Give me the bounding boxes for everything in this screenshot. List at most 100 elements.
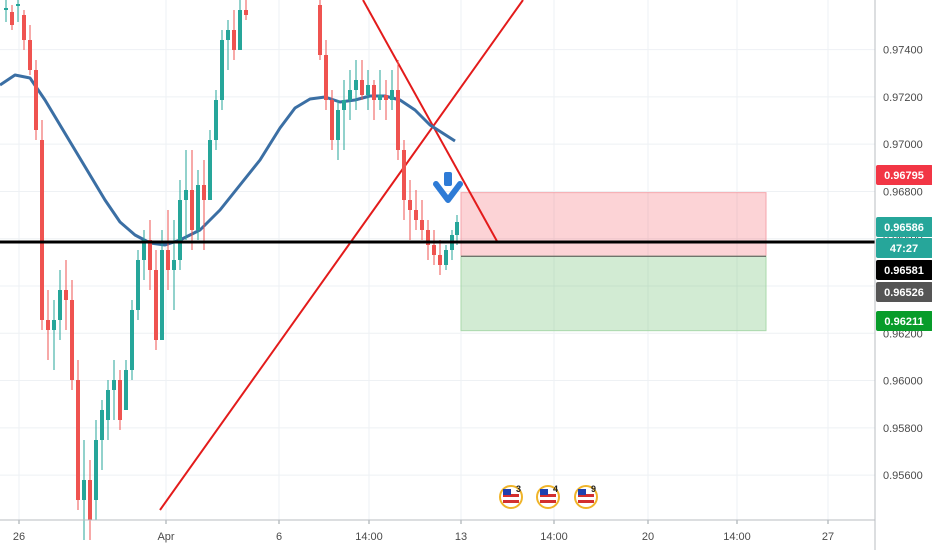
- flag-count: 3: [516, 484, 521, 494]
- countdown-badge: 47:27: [876, 238, 932, 258]
- candle-down: [360, 80, 364, 95]
- flag-stripe: [578, 494, 594, 497]
- candle-down: [232, 30, 236, 50]
- x-tick-label: 20: [642, 531, 654, 543]
- x-tick-label: 26: [13, 531, 25, 543]
- candle-down: [118, 380, 122, 420]
- candle-up: [214, 100, 218, 140]
- candle-up: [220, 40, 224, 100]
- event-flags[interactable]: 3 4 9: [499, 484, 598, 509]
- stop-loss-zone: [460, 192, 767, 257]
- y-tick-label: 0.96200: [883, 328, 923, 340]
- candle-up: [196, 185, 200, 230]
- candle-up: [390, 90, 394, 100]
- y-tick-label: 0.95600: [883, 470, 923, 482]
- flag-count: 9: [591, 484, 596, 494]
- candle-up: [172, 260, 176, 270]
- candle-up: [4, 8, 8, 10]
- candle-down: [88, 480, 92, 520]
- flag-stripe: [503, 494, 519, 497]
- candle-down: [402, 150, 406, 200]
- x-tick-label: Apr: [157, 531, 174, 543]
- flag-count: 4: [553, 484, 558, 494]
- badge-bg: [876, 165, 932, 185]
- candle-up: [124, 370, 128, 410]
- candle-down: [414, 210, 418, 220]
- position-boxes: [460, 192, 767, 332]
- candle-up: [184, 190, 188, 200]
- x-tick-label: 14:00: [723, 531, 751, 543]
- y-tick-label: 0.96000: [883, 376, 923, 388]
- candle-down: [28, 40, 32, 70]
- moving-average: [0, 73, 456, 247]
- candle-down: [318, 5, 322, 55]
- y-tick-label: 0.96800: [883, 186, 923, 198]
- us-flag-icon[interactable]: 4: [536, 484, 560, 509]
- flag-canton: [503, 489, 511, 495]
- candle-up: [378, 95, 382, 100]
- y-tick-label: 0.95800: [883, 423, 923, 435]
- flag-stripe: [578, 500, 594, 503]
- candle-down: [22, 15, 26, 40]
- arrow-head: [433, 181, 463, 203]
- candle-up: [336, 110, 340, 140]
- candle-up: [238, 10, 242, 50]
- candle-down: [384, 95, 388, 100]
- candle-down: [408, 200, 412, 210]
- candle-down: [396, 90, 400, 150]
- candle-up: [112, 380, 116, 390]
- candle-up: [58, 290, 62, 320]
- candle-up: [52, 320, 56, 330]
- candle-up: [208, 140, 212, 200]
- candle-down: [438, 255, 442, 265]
- down-arrow-icon: [433, 172, 463, 203]
- candle-down: [166, 250, 170, 270]
- candle-down: [154, 270, 158, 340]
- candle-up: [94, 440, 98, 500]
- candle-down: [202, 185, 206, 200]
- candle-down: [324, 55, 328, 100]
- price-badge: 0.96211: [876, 311, 932, 331]
- candle-down: [10, 12, 14, 25]
- candle-up: [106, 390, 110, 420]
- candle-up: [160, 250, 164, 340]
- candle-down: [34, 70, 38, 130]
- candles: [4, 0, 459, 540]
- candle-up: [226, 30, 230, 40]
- badge-label: 0.96211: [884, 316, 923, 328]
- candle-down: [372, 85, 376, 100]
- y-tick-label: 0.97000: [883, 139, 923, 151]
- badge-bg: [876, 282, 932, 302]
- badge-bg: [876, 311, 932, 331]
- candle-down: [330, 100, 334, 140]
- us-flag-icon[interactable]: 3: [499, 484, 523, 509]
- ma-line: [0, 73, 456, 247]
- candle-up: [178, 200, 182, 260]
- candle-up: [444, 250, 448, 265]
- price-badge: 0.96581: [876, 260, 932, 280]
- candle-up: [100, 410, 104, 440]
- candle-down: [244, 10, 248, 15]
- price-badge: 0.96795: [876, 165, 932, 185]
- candle-up: [342, 100, 346, 110]
- us-flag-icon[interactable]: 9: [574, 484, 598, 509]
- badge-label: 0.96795: [884, 170, 924, 182]
- price-badge: 0.96526: [876, 282, 932, 302]
- candle-down: [426, 230, 430, 245]
- candle-down: [64, 290, 68, 300]
- candle-up: [354, 80, 358, 90]
- flag-stripe: [540, 494, 556, 497]
- arrow-shaft: [444, 172, 452, 186]
- candle-down: [190, 190, 194, 230]
- flag-canton: [540, 489, 548, 495]
- badge-label: 0.96586: [884, 222, 924, 234]
- y-tick-label: 0.97200: [883, 92, 923, 104]
- y-tick-label: 0.97400: [883, 45, 923, 57]
- candle-down: [148, 240, 152, 270]
- x-tick-label: 13: [455, 531, 467, 543]
- badge-label: 0.96581: [884, 265, 924, 277]
- take-profit-zone: [460, 255, 767, 332]
- candle-up: [366, 85, 370, 95]
- candle-down: [76, 380, 80, 500]
